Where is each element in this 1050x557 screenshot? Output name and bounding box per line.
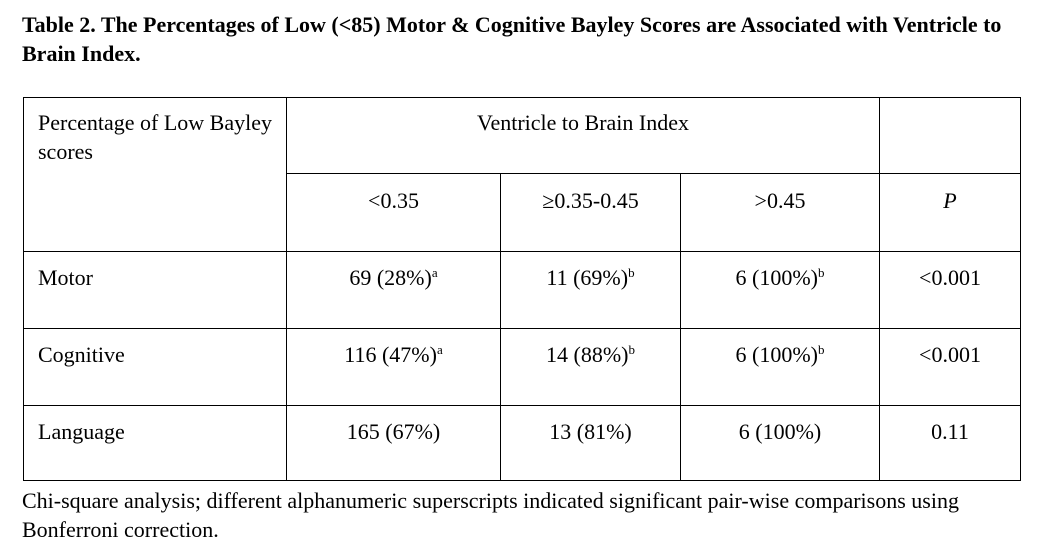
column-header-cell: P [879,173,1021,252]
table-cell: 165 (67%) [286,405,501,481]
cell-superscript: b [628,265,635,280]
column-header-gt-0-45: >0.45 [754,188,806,213]
row-label-language: Language [38,419,125,444]
results-table: Percentage of Low Bayley scores Ventricl… [23,97,1021,481]
cell-value: 6 (100%) [735,265,818,290]
table-cell: <0.001 [879,251,1021,329]
cell-value: 6 (100%) [738,419,822,444]
group-header-label: Ventricle to Brain Index [477,110,689,135]
column-header-p: P [943,188,957,213]
table-cell: 6 (100%) [680,405,880,481]
cell-value: <0.001 [919,342,981,367]
table-cell: 6 (100%)b [680,328,880,406]
table-row-motor: Motor 69 (28%)a 11 (69%)b 6 (100%)b <0.0… [23,251,1021,329]
group-header-cell: Ventricle to Brain Index [286,97,880,174]
table-footnote: Chi-square analysis; different alphanume… [22,488,959,542]
table-cell: <0.001 [879,328,1021,406]
table-cell: 14 (88%)b [500,328,681,406]
cell-superscript: b [628,342,635,357]
corner-header-cell: Percentage of Low Bayley scores [23,97,287,252]
cell-superscript: b [817,342,825,357]
cell-value: 14 (88%) [546,342,629,367]
table-cell: 69 (28%)a [286,251,501,329]
cell-value: 165 (67%) [346,419,441,444]
row-label-cell: Language [23,405,287,481]
results-table-container: Percentage of Low Bayley scores Ventricl… [23,97,1021,481]
row-label-cognitive: Cognitive [38,342,125,367]
column-header-lt-0-35: <0.35 [368,188,419,213]
corner-header-label: Percentage of Low Bayley scores [38,110,272,164]
table-cell: 11 (69%)b [500,251,681,329]
cell-superscript: a [431,265,438,280]
table-cell: 13 (81%) [500,405,681,481]
column-header-cell: ≥0.35-0.45 [500,173,681,252]
cell-superscript: a [436,342,443,357]
column-header-cell: >0.45 [680,173,880,252]
cell-value: 6 (100%) [735,342,818,367]
column-header-0-35-0-45: ≥0.35-0.45 [542,188,639,213]
cell-value: 69 (28%) [349,265,432,290]
cell-value: 116 (47%) [344,342,437,367]
cell-value: 13 (81%) [549,419,632,444]
table-cell: 6 (100%)b [680,251,880,329]
row-label-cell: Motor [23,251,287,329]
cell-value: 0.11 [931,419,969,444]
table-row-cognitive: Cognitive 116 (47%)a 14 (88%)b 6 (100%)b… [23,328,1021,406]
row-label-cell: Cognitive [23,328,287,406]
cell-value: <0.001 [919,265,981,290]
cell-superscript: b [817,265,825,280]
table-title: Table 2. The Percentages of Low (<85) Mo… [22,12,1002,66]
row-label-motor: Motor [38,265,93,290]
empty-header-cell [879,97,1021,174]
column-header-cell: <0.35 [286,173,501,252]
table-row-language: Language 165 (67%) 13 (81%) 6 (100%) 0.1… [23,405,1021,481]
table-cell: 116 (47%)a [286,328,501,406]
table-cell: 0.11 [879,405,1021,481]
cell-value: 11 (69%) [546,265,629,290]
